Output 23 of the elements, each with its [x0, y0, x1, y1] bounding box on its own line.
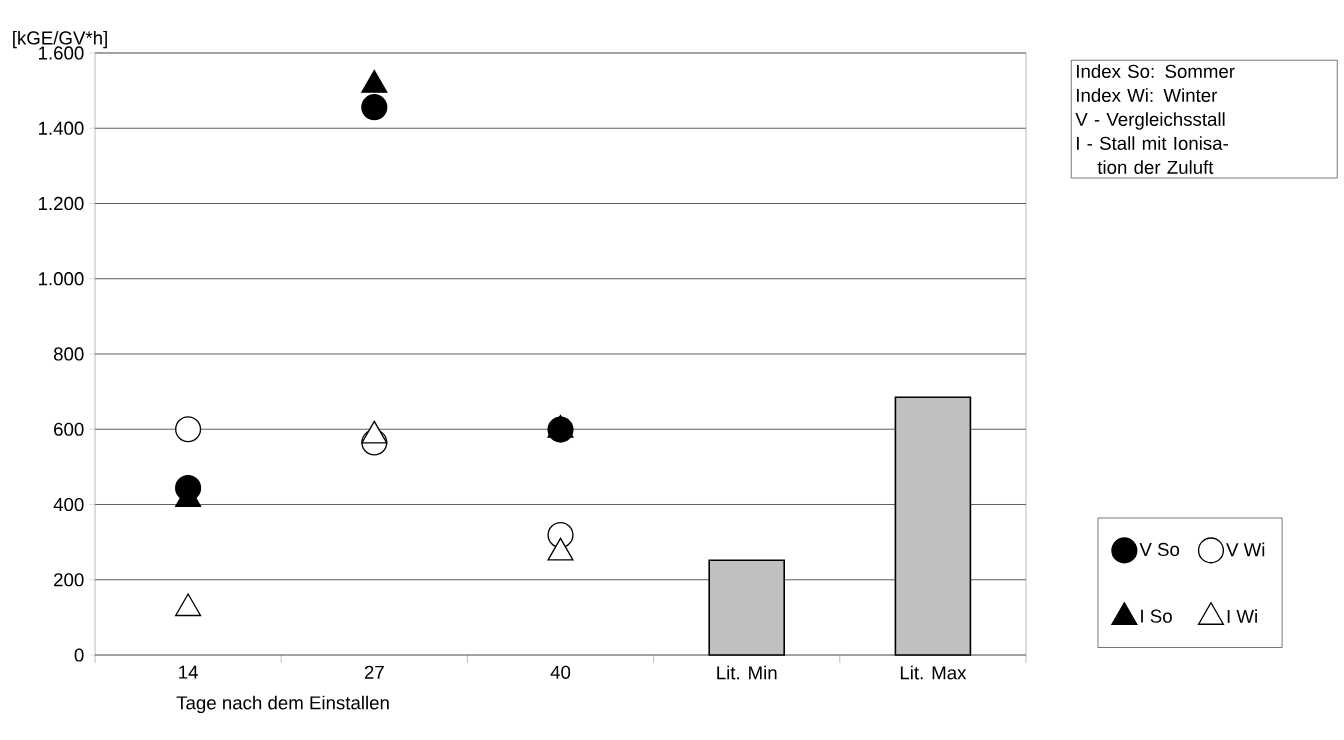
- y-tick-label: 1.400: [39, 121, 84, 135]
- x-axis-title: Tage nach dem Einstallen: [176, 695, 389, 714]
- y-tick-label: 800: [53, 347, 84, 361]
- x-tick-label: 27: [364, 665, 384, 679]
- y-tick-label: 0: [74, 648, 84, 662]
- x-tick-label: 40: [550, 665, 571, 679]
- y-tick-label: 200: [54, 573, 84, 587]
- x-tick-label: Lit. Max: [900, 665, 967, 680]
- text: V - Vergleichsstall: [1075, 112, 1225, 130]
- legend-label: V Wi: [1226, 542, 1265, 557]
- text: Index Wi: Winter: [1076, 88, 1218, 102]
- y-tick-label: 600: [54, 422, 84, 436]
- text: Index So: Sommer: [1076, 64, 1235, 78]
- y-tick-label: 1.000: [39, 272, 84, 286]
- legend-label: I Wi: [1227, 609, 1257, 623]
- text: tion der Zuluft: [1097, 160, 1214, 174]
- legend-label: V So: [1139, 542, 1180, 557]
- x-tick-label: Lit. Min: [717, 665, 777, 680]
- x-tick-label: 14: [179, 665, 198, 679]
- y-tick-label: 400: [53, 497, 84, 512]
- text: I - Stall mit Ionisa-: [1076, 136, 1228, 150]
- y-tick-label: 1.200: [39, 196, 84, 211]
- legend-label: I So: [1141, 609, 1172, 623]
